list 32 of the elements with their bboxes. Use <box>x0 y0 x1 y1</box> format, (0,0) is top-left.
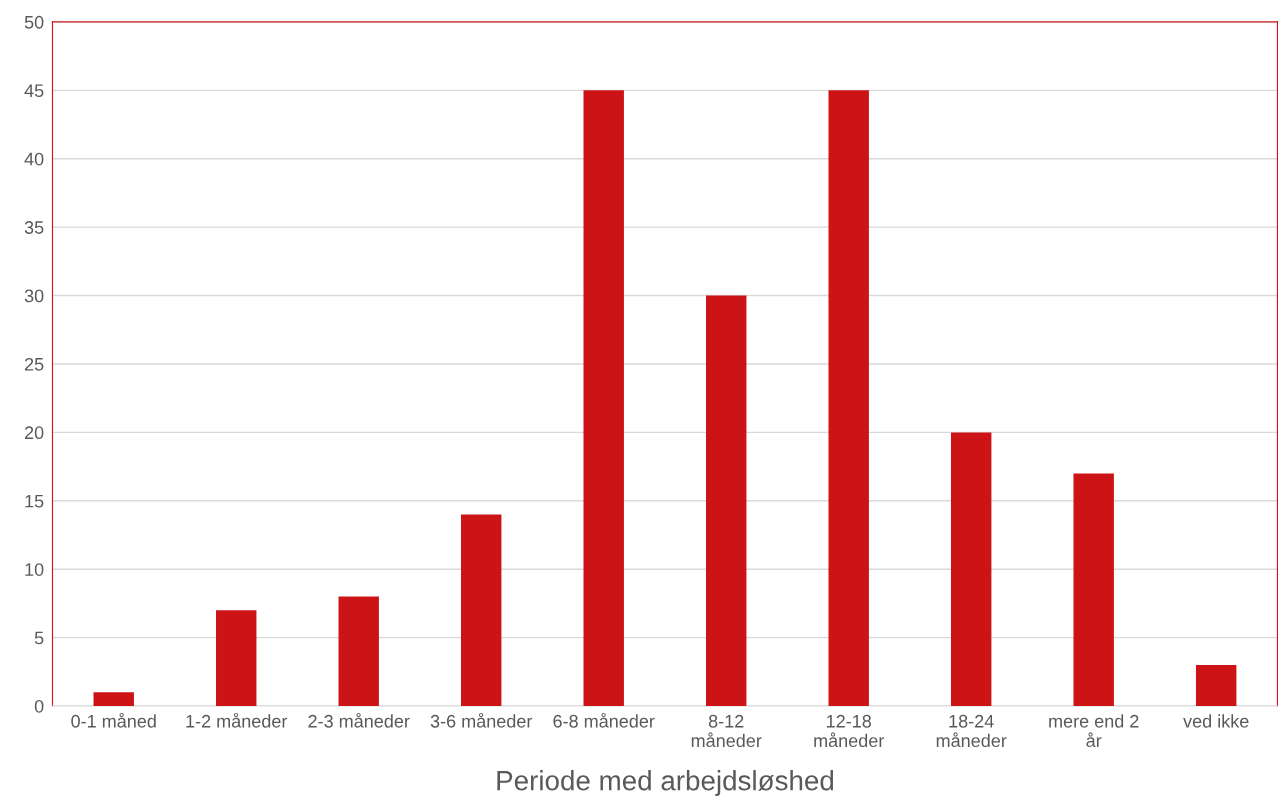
bar <box>828 90 869 707</box>
x-tick-label: 12-18 måneder <box>814 714 885 748</box>
bar <box>583 90 624 707</box>
y-tick-label: 10 <box>25 563 44 576</box>
x-tick-label: 18-24 måneder <box>936 714 1007 748</box>
bar <box>461 514 502 707</box>
y-tick-label: 50 <box>24 15 44 29</box>
y-tick-label: 35 <box>24 221 44 234</box>
y-tick-label: 25 <box>24 357 44 371</box>
y-tick-label: 20 <box>24 426 44 440</box>
bar <box>93 692 134 707</box>
y-tick-label: 45 <box>24 84 44 98</box>
bar <box>706 295 747 707</box>
bar <box>1195 664 1237 707</box>
x-tick-label: 1-2 måneder <box>186 712 288 728</box>
x-axis-title: Periode med arbejdsløshed <box>497 770 834 796</box>
y-tick-label: 40 <box>24 152 44 166</box>
bar <box>1073 473 1114 707</box>
x-tick-label: 0-1 måned <box>71 712 156 728</box>
x-tick-label: ved ikke <box>1183 714 1249 728</box>
y-tick-label: 0 <box>34 699 44 713</box>
x-tick-label: 8-12 måneder <box>691 714 762 748</box>
bar <box>950 432 992 707</box>
y-tick-label: 30 <box>24 289 44 303</box>
x-tick-label: 2-3 måneder <box>308 712 410 728</box>
bar <box>338 596 379 707</box>
y-tick-label: 15 <box>25 494 44 508</box>
bar <box>216 610 257 707</box>
y-tick-label: 5 <box>34 631 44 645</box>
x-tick-label: 6-8 måneder <box>553 712 655 728</box>
x-tick-label: 3-6 måneder <box>430 712 533 728</box>
x-tick-label: mere end 2 år <box>1049 714 1139 748</box>
